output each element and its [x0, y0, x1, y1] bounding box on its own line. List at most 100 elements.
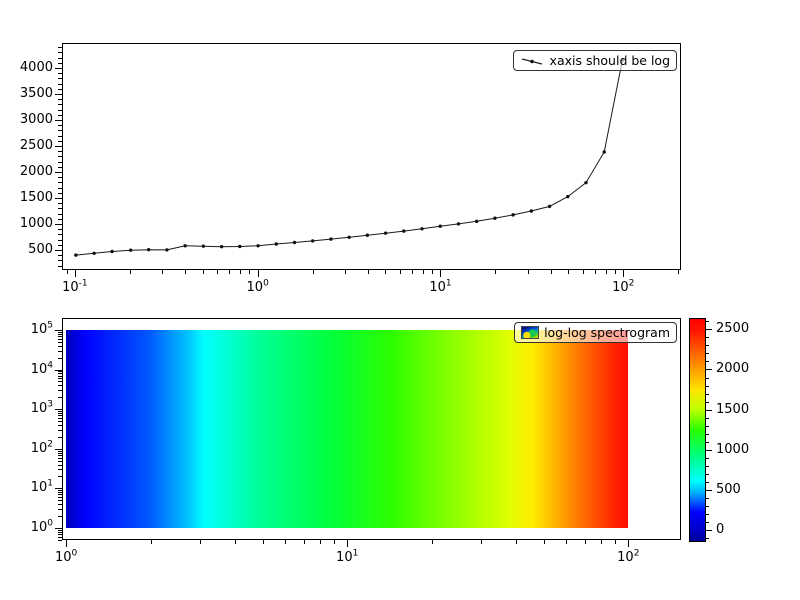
- top-x-major-tick: [440, 270, 442, 277]
- colorbar-minor-tick: [705, 353, 709, 355]
- bottom-y-minor-tick: [58, 415, 62, 417]
- top-y-minor-tick: [58, 114, 62, 116]
- colorbar-minor-tick: [705, 482, 709, 484]
- bottom-y-minor-tick: [58, 417, 62, 419]
- top-y-tick-label: 1500: [19, 189, 53, 205]
- bottom-y-minor-tick: [58, 450, 62, 452]
- bottom-y-minor-tick: [58, 357, 62, 359]
- colorbar-tick-label: 1500: [716, 401, 750, 417]
- top-y-tick-label: 2500: [19, 137, 53, 153]
- top-x-minor-tick: [385, 270, 387, 274]
- colorbar-minor-tick: [705, 425, 709, 427]
- top-x-minor-tick: [550, 270, 552, 274]
- top-y-minor-tick: [58, 156, 62, 158]
- colorbar-minor-tick: [705, 522, 709, 524]
- spectrogram-image: [66, 329, 629, 528]
- top-y-minor-tick: [58, 47, 62, 49]
- top-y-minor-tick: [58, 151, 62, 153]
- top-y-minor-tick: [58, 125, 62, 127]
- top-y-minor-tick: [58, 104, 62, 106]
- bottom-y-minor-tick: [58, 390, 62, 392]
- top-y-minor-tick: [58, 260, 62, 262]
- colorbar-major-tick: [705, 369, 712, 371]
- top-y-major-tick: [55, 67, 62, 69]
- colorbar-minor-tick: [705, 321, 709, 323]
- bottom-x-tick-label: 101: [336, 548, 359, 565]
- top-y-minor-tick: [58, 177, 62, 179]
- top-y-minor-tick: [58, 161, 62, 163]
- top-x-minor-tick: [66, 270, 68, 274]
- bottom-y-minor-tick: [58, 529, 62, 531]
- colorbar-minor-tick: [705, 441, 709, 443]
- bottom-x-minor-tick: [516, 540, 518, 544]
- top-y-minor-tick: [58, 244, 62, 246]
- bottom-y-minor-tick: [58, 457, 62, 459]
- top-y-tick-label: 3000: [19, 111, 53, 127]
- bottom-x-minor-tick: [262, 540, 264, 544]
- bottom-y-minor-tick: [58, 378, 62, 380]
- top-y-minor-tick: [58, 229, 62, 231]
- top-y-minor-tick: [58, 109, 62, 111]
- top-y-minor-tick: [58, 135, 62, 137]
- top-y-minor-tick: [58, 73, 62, 75]
- top-y-minor-tick: [58, 239, 62, 241]
- top-y-minor-tick: [58, 57, 62, 59]
- top-y-minor-tick: [58, 62, 62, 64]
- top-x-major-tick: [623, 270, 625, 277]
- top-y-tick-label: 4000: [19, 59, 53, 75]
- top-x-minor-tick: [217, 270, 219, 274]
- bottom-y-minor-tick: [58, 381, 62, 383]
- bottom-y-minor-tick: [58, 452, 62, 454]
- bottom-y-minor-tick: [58, 333, 62, 335]
- top-y-minor-tick: [58, 88, 62, 90]
- top-y-minor-tick: [58, 83, 62, 85]
- top-y-major-tick: [55, 249, 62, 251]
- bottom-y-tick-label: 102: [30, 439, 53, 456]
- bottom-y-minor-tick: [58, 410, 62, 412]
- top-y-tick-label: 3500: [19, 85, 53, 101]
- bottom-x-major-tick: [347, 540, 349, 547]
- bottom-y-tick-label: 100: [30, 518, 53, 535]
- bottom-x-minor-tick: [565, 540, 567, 544]
- top-y-minor-tick: [58, 203, 62, 205]
- bottom-y-tick-label: 101: [30, 479, 53, 496]
- top-x-minor-tick: [594, 270, 596, 274]
- bottom-y-minor-tick: [58, 504, 62, 506]
- bottom-y-minor-tick: [58, 436, 62, 438]
- line-series-plot: [74, 58, 625, 257]
- top-y-tick-label: 2000: [19, 163, 53, 179]
- top-y-minor-tick: [58, 265, 62, 267]
- bottom-x-minor-tick: [334, 540, 336, 544]
- bottom-y-tick-label: 105: [30, 320, 53, 337]
- bottom-y-minor-tick: [58, 421, 62, 423]
- bottom-y-minor-tick: [58, 412, 62, 414]
- bottom-y-minor-tick: [58, 534, 62, 536]
- colorbar-minor-tick: [705, 361, 709, 363]
- top-legend-label: xaxis should be log: [549, 53, 670, 68]
- bottom-y-major-tick: [55, 329, 62, 331]
- colorbar-tick-label: 0: [716, 522, 725, 538]
- colorbar-minor-tick: [705, 514, 709, 516]
- top-x-minor-tick: [239, 270, 241, 274]
- bottom-y-minor-tick: [58, 531, 62, 533]
- bottom-x-minor-tick: [150, 540, 152, 544]
- bottom-x-minor-tick: [601, 540, 603, 544]
- bottom-y-minor-tick: [58, 397, 62, 399]
- bottom-y-minor-tick: [58, 331, 62, 333]
- top-x-minor-tick: [412, 270, 414, 274]
- top-x-minor-tick: [495, 270, 497, 274]
- bottom-y-minor-tick: [58, 460, 62, 462]
- top-x-minor-tick: [582, 270, 584, 274]
- bottom-y-major-tick: [55, 527, 62, 529]
- bottom-y-major-tick: [55, 409, 62, 411]
- bottom-y-major-tick: [55, 448, 62, 450]
- top-y-minor-tick: [58, 187, 62, 189]
- top-y-minor-tick: [58, 78, 62, 80]
- top-y-major-tick: [55, 171, 62, 173]
- top-x-tick-label: 100: [246, 278, 269, 295]
- colorbar-major-tick: [705, 490, 712, 492]
- top-y-major-tick: [55, 119, 62, 121]
- colorbar-minor-tick: [705, 385, 709, 387]
- top-y-minor-tick: [58, 52, 62, 54]
- top-y-minor-tick: [58, 140, 62, 142]
